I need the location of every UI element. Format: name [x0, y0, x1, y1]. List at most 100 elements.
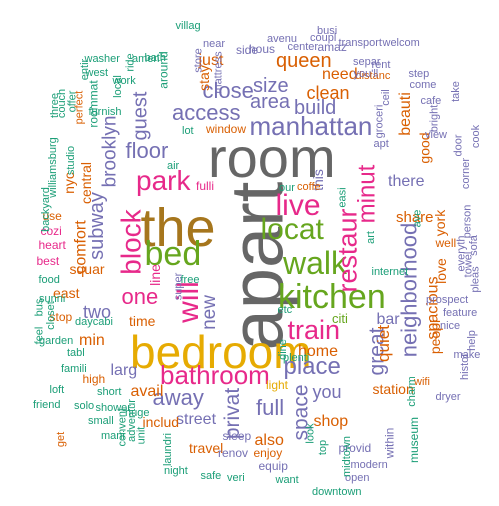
- word-home: home: [298, 343, 339, 360]
- word-mattress: mattress: [212, 50, 225, 94]
- word-ave: ave: [411, 209, 424, 227]
- word-store: store: [192, 47, 205, 73]
- word-shop: shop: [313, 413, 349, 430]
- word-studio: studio: [64, 145, 77, 175]
- word-avenu: avenu: [267, 32, 297, 45]
- word-plenti: plenti: [283, 351, 310, 364]
- word-coffe: coffe: [297, 180, 321, 193]
- word-work: work: [112, 74, 136, 87]
- word-cook: cook: [469, 124, 482, 148]
- word-equip: equip: [258, 459, 288, 473]
- word-west: west: [85, 66, 109, 79]
- word-bathroom: bathroom: [160, 360, 270, 390]
- word-furnish: furnish: [88, 105, 122, 118]
- word-citi: citi: [332, 310, 348, 326]
- word-super: super: [172, 272, 185, 300]
- word-stop: stop: [49, 310, 73, 324]
- word-close: close: [202, 78, 254, 103]
- word-friend: friend: [33, 398, 61, 411]
- word-person: person: [461, 204, 474, 238]
- word-unit: unit: [135, 426, 148, 444]
- word-well: well: [435, 236, 457, 250]
- word-night: night: [164, 464, 188, 477]
- word-walk: walk: [283, 245, 348, 281]
- word-door: door: [452, 133, 465, 157]
- word-new: new: [198, 294, 220, 330]
- word-make: make: [453, 348, 481, 361]
- word-bed: bed: [144, 235, 202, 273]
- word-queen: queen: [276, 50, 332, 72]
- word-perfect: perfect: [73, 90, 86, 124]
- word-easi: easi: [336, 186, 349, 208]
- word-view: view: [425, 128, 448, 141]
- word-air: air: [167, 159, 180, 172]
- word-heart: heart: [38, 238, 66, 252]
- word-separ: separ: [353, 55, 381, 68]
- word-squar: squar: [69, 261, 105, 277]
- word-love: love: [432, 258, 449, 284]
- word-the: the: [140, 198, 216, 258]
- word-closet: closet: [44, 300, 57, 330]
- word-corner: corner: [459, 157, 472, 189]
- word-amen: amen: [132, 52, 160, 65]
- word-you: you: [312, 382, 342, 402]
- word-travel: travel: [189, 440, 224, 456]
- word-entir: entir: [78, 58, 91, 80]
- word-build: build: [294, 97, 337, 119]
- word-beauti: beauti: [396, 92, 414, 136]
- word-amaz: amaz: [317, 40, 347, 54]
- word-busi: busi: [317, 24, 338, 37]
- word-provid: provid: [338, 441, 372, 455]
- word-bus: bus: [33, 298, 46, 316]
- word-roommat: roommat: [86, 80, 101, 128]
- word-renov: renov: [218, 446, 249, 460]
- word-station: station: [372, 381, 414, 397]
- word-min: min: [79, 332, 105, 349]
- word-coupl: coupl: [310, 31, 337, 44]
- word-lot: lot: [182, 124, 194, 137]
- word-dryer: dryer: [435, 390, 461, 403]
- word-adventur: adventur: [125, 398, 138, 442]
- word-museum: museum: [407, 416, 422, 464]
- word-modern: modern: [350, 458, 388, 471]
- word-nice: nice: [440, 319, 461, 332]
- word-room: room: [208, 126, 336, 189]
- word-larg: larg: [110, 362, 138, 379]
- word-hous: hous: [249, 42, 276, 56]
- word-window: window: [206, 122, 247, 136]
- word-get: get: [54, 431, 67, 447]
- word-brooklyn: brooklyn: [99, 115, 121, 187]
- word-guest: guest: [128, 91, 151, 141]
- word-line: line: [146, 264, 163, 286]
- word-small: small: [88, 414, 114, 427]
- word-quiet: quiet: [373, 324, 393, 362]
- word-floor: floor: [125, 138, 169, 163]
- word-train: train: [287, 314, 341, 345]
- word-laundri: laundri: [161, 432, 174, 466]
- word-manhattan: manhattan: [249, 111, 373, 141]
- word-locat: locat: [260, 213, 324, 246]
- word-area: area: [250, 91, 291, 113]
- word-side: side: [236, 43, 259, 57]
- word-bath: bath: [144, 51, 166, 64]
- word-feature: feature: [443, 306, 478, 319]
- word-share: share: [396, 208, 434, 226]
- word-histor: histor: [458, 352, 471, 380]
- word-includ: includ: [142, 414, 180, 430]
- word-also: also: [254, 432, 284, 449]
- word-sleep: sleep: [222, 429, 252, 443]
- word-within: within: [381, 427, 396, 459]
- word-neighborhood: neighborhood: [395, 222, 421, 358]
- word-bar: bar: [376, 311, 400, 328]
- word-step: step: [408, 67, 430, 80]
- word-access: access: [172, 100, 241, 125]
- word-street: street: [176, 411, 217, 428]
- word-come: come: [409, 78, 437, 91]
- word-downtown: downtown: [312, 485, 362, 498]
- word-free: free: [180, 273, 200, 286]
- word-garden: garden: [39, 334, 74, 347]
- word-help: help: [465, 329, 478, 351]
- word-bright: bright: [428, 104, 441, 132]
- word-wifi: wifi: [414, 375, 430, 388]
- word-safe: safe: [200, 469, 222, 482]
